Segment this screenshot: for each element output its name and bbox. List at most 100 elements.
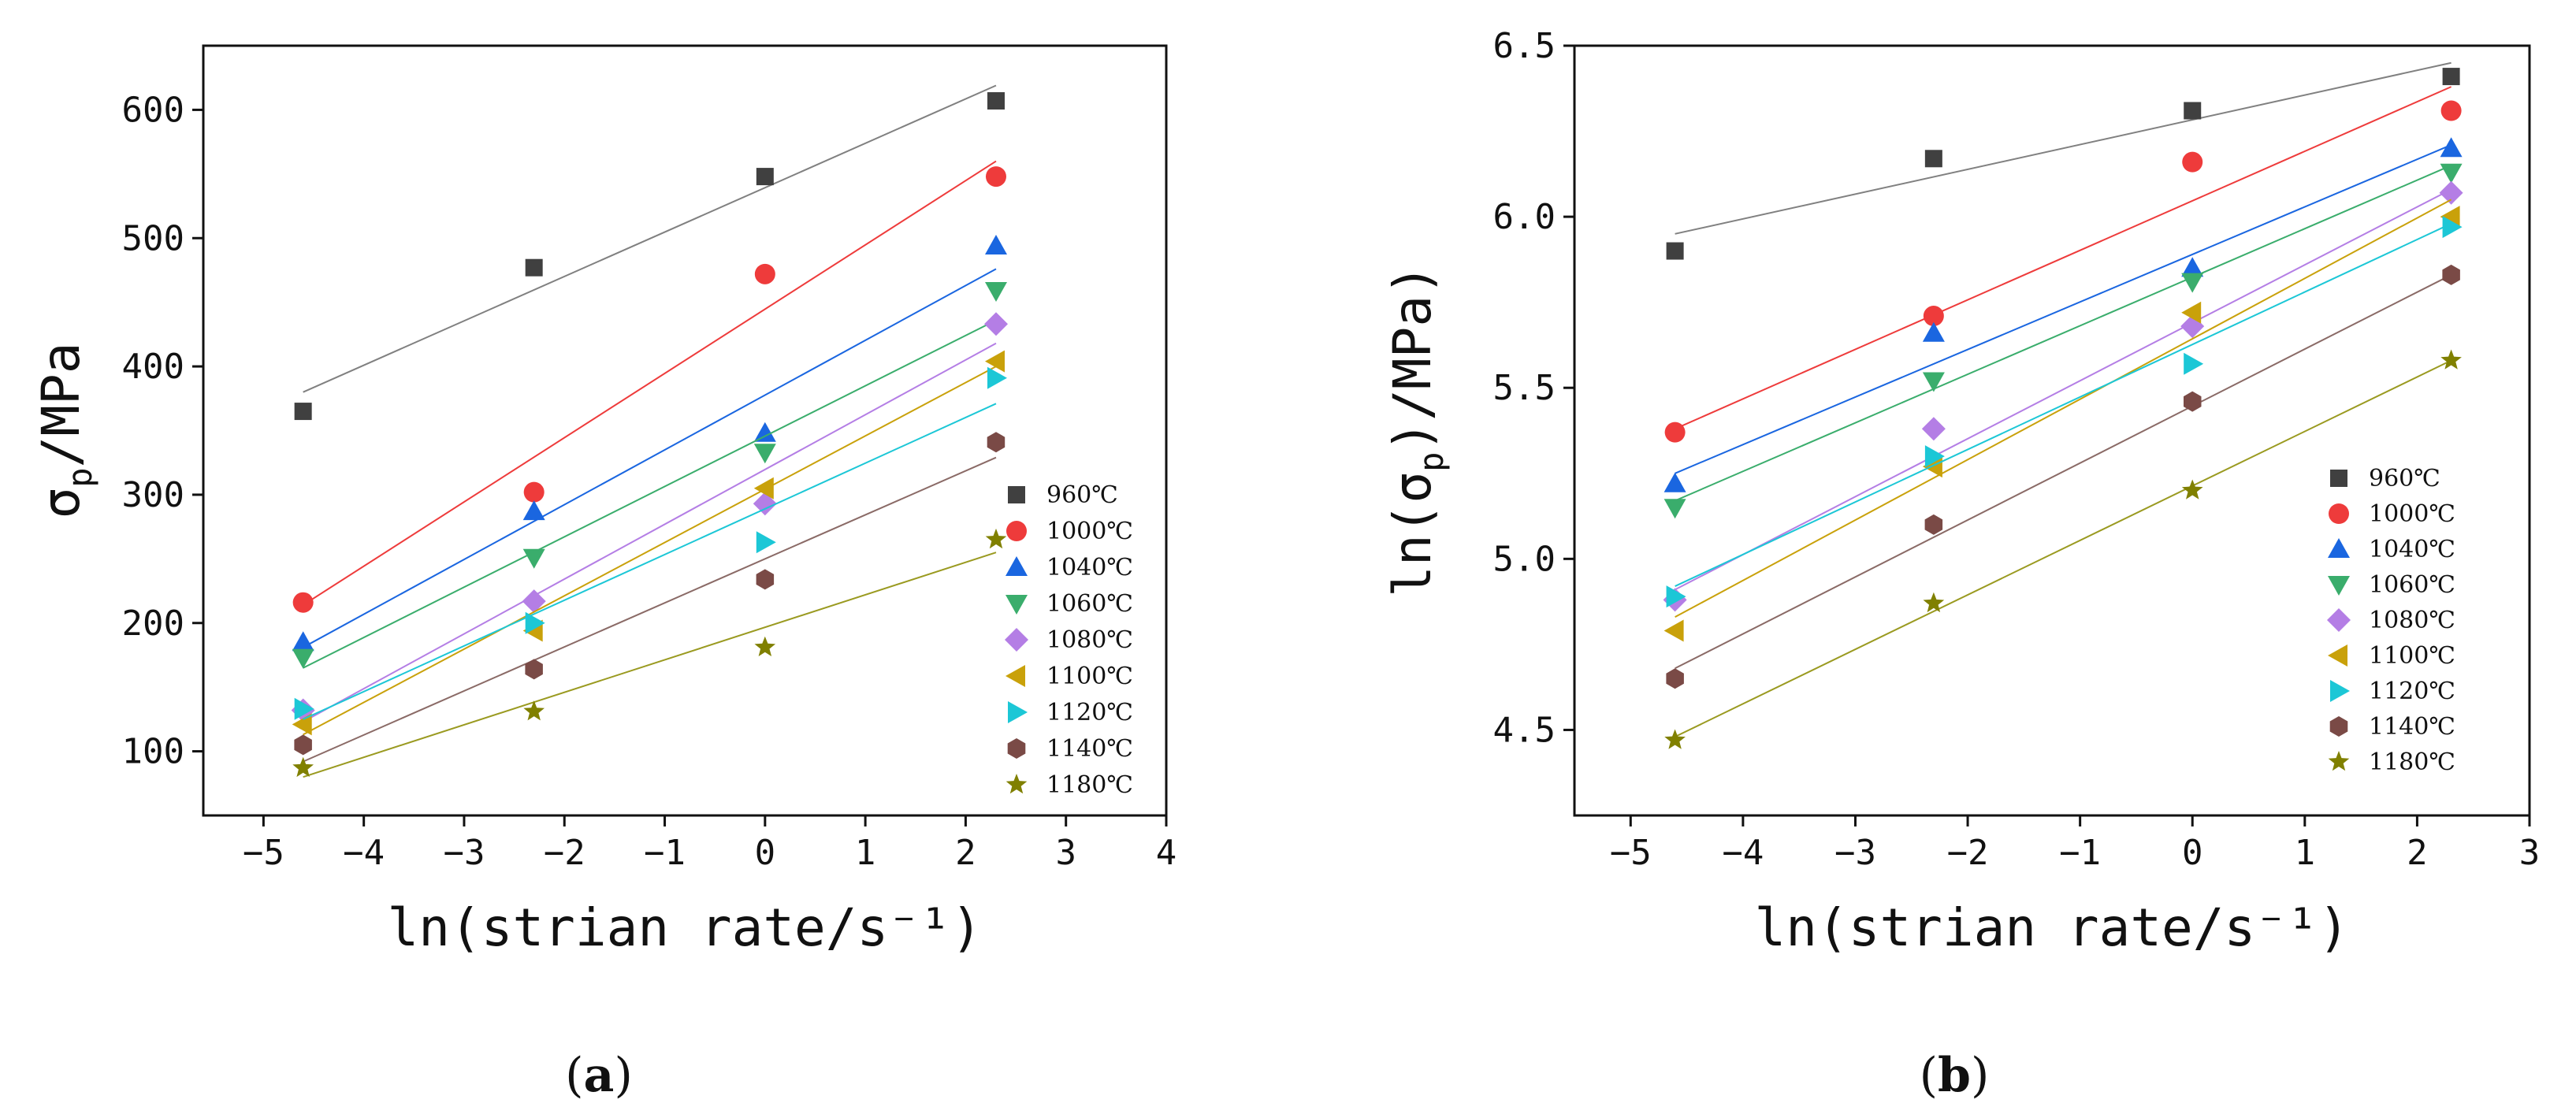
- y-tick-label: 6.5: [1493, 26, 1556, 66]
- legend-label: 960℃: [2369, 465, 2440, 492]
- fit-line: [303, 160, 997, 606]
- data-point: [2184, 352, 2204, 375]
- data-point: [1922, 321, 1945, 342]
- data-point: [753, 422, 776, 442]
- y-tick-label: 300: [122, 475, 184, 515]
- data-point: [525, 258, 543, 277]
- data-point: [292, 756, 314, 778]
- legend-label: 1060℃: [2369, 571, 2455, 599]
- series-1000℃: [1664, 86, 2462, 443]
- data-point: [753, 477, 774, 500]
- data-point: [522, 589, 546, 614]
- data-point: [294, 734, 312, 756]
- fit-line: [303, 342, 997, 723]
- legend-label: 1080℃: [2369, 607, 2455, 634]
- series-1120℃: [294, 366, 1007, 720]
- x-axis-title: ln(strian rate/s⁻¹): [1755, 897, 2350, 958]
- data-point: [984, 312, 1008, 336]
- legend-label: 1100℃: [1046, 663, 1133, 690]
- y-tick-label: 5.0: [1493, 539, 1556, 579]
- data-point: [1924, 445, 1945, 468]
- fit-line: [1675, 222, 2452, 587]
- x-axis-title: ln(strian rate/s⁻¹): [388, 897, 983, 958]
- fit-line: [1675, 165, 2452, 502]
- data-point: [2440, 100, 2462, 121]
- fit-line: [303, 268, 997, 648]
- legend-label: 1140℃: [2369, 713, 2455, 741]
- data-point: [2442, 264, 2460, 285]
- data-point: [1666, 668, 1684, 689]
- legend: 960℃ 1000℃ 1040℃ 1060℃ 1080℃ 1100℃ 1120℃ 1140℃ 1…: [1005, 481, 1133, 799]
- series-960℃: [1666, 61, 2460, 260]
- x-tick-label: −2: [1947, 833, 1989, 873]
- data-point: [985, 282, 1007, 302]
- y-tick-label: 100: [122, 732, 184, 772]
- data-point: [2442, 68, 2460, 86]
- data-point: [987, 432, 1005, 453]
- data-point: [2181, 257, 2204, 277]
- panel-label-a: (a): [565, 1048, 633, 1103]
- data-point: [1922, 372, 1945, 392]
- legend-label: 1120℃: [1046, 699, 1133, 726]
- data-point: [1921, 417, 1946, 441]
- data-point: [1923, 592, 1945, 613]
- data-point: [985, 528, 1007, 549]
- legend-label: 1140℃: [1046, 735, 1133, 763]
- series-1000℃: [292, 160, 1006, 613]
- y-tick-label: 200: [122, 604, 184, 644]
- x-tick-label: −4: [343, 833, 385, 873]
- legend-marker: [1008, 701, 1028, 723]
- data-point: [292, 631, 314, 652]
- legend-label: 1000℃: [2369, 500, 2455, 528]
- x-tick-label: −5: [243, 833, 284, 873]
- x-tick-label: −3: [443, 833, 485, 873]
- legend-marker: [1005, 665, 1025, 687]
- legend-marker: [1005, 774, 1028, 794]
- data-point: [987, 92, 1005, 110]
- legend-marker: [2329, 716, 2348, 737]
- legend-label: 1040℃: [1046, 554, 1133, 581]
- data-point: [294, 697, 314, 720]
- x-tick-label: 0: [755, 833, 776, 873]
- series-1180℃: [1664, 349, 2462, 749]
- legend-marker: [2328, 576, 2350, 596]
- fit-line: [1675, 188, 2452, 591]
- data-point: [1663, 619, 1684, 642]
- legend: 960℃ 1000℃ 1040℃ 1060℃ 1080℃ 1100℃ 1120℃ 1140℃ 1…: [2327, 465, 2455, 776]
- legend-marker: [1005, 628, 1028, 652]
- legend-marker: [2328, 644, 2347, 667]
- data-point: [294, 403, 312, 421]
- data-point: [2440, 163, 2463, 184]
- data-point: [753, 444, 776, 464]
- data-point: [985, 166, 1006, 188]
- data-point: [2182, 151, 2203, 173]
- fit-line: [303, 84, 997, 393]
- data-point: [2181, 479, 2203, 500]
- series-1120℃: [1666, 216, 2463, 608]
- series-1040℃: [1663, 137, 2463, 492]
- data-point: [754, 636, 776, 656]
- legend-label: 1000℃: [1046, 518, 1133, 545]
- x-tick-label: −5: [1610, 833, 1652, 873]
- y-tick-label: 5.5: [1493, 368, 1556, 408]
- data-point: [292, 713, 312, 736]
- x-tick-label: −1: [2059, 833, 2101, 873]
- fit-line: [303, 403, 997, 720]
- legend-marker: [1007, 738, 1026, 759]
- fit-line: [303, 366, 997, 736]
- data-point: [1666, 242, 1684, 260]
- legend-label: 1120℃: [2369, 678, 2455, 705]
- legend-marker: [1005, 556, 1028, 576]
- x-tick-label: 4: [1156, 833, 1177, 873]
- data-point: [522, 500, 545, 521]
- data-point: [525, 659, 543, 680]
- data-point: [2184, 391, 2202, 412]
- x-tick-label: 1: [2295, 833, 2316, 873]
- fit-line: [1675, 144, 2452, 474]
- data-point: [2440, 349, 2462, 370]
- data-point: [292, 592, 314, 613]
- series-1100℃: [1663, 199, 2460, 642]
- legend-label: 1180℃: [1046, 771, 1133, 799]
- x-tick-label: −2: [544, 833, 585, 873]
